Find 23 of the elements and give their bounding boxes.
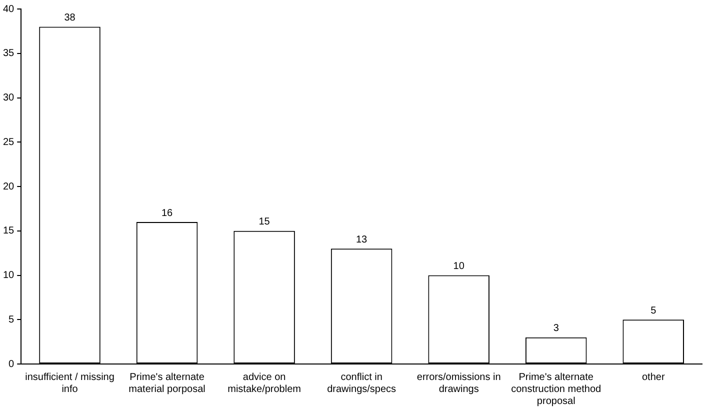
- x-tick-label: conflict in drawings/specs: [327, 372, 396, 395]
- data-label: 16: [161, 208, 174, 219]
- data-label: 15: [258, 216, 270, 228]
- y-tick-label: 10: [3, 270, 15, 281]
- data-label: 38: [64, 12, 76, 24]
- x-tick-label: advice on mistake/problem: [228, 372, 301, 395]
- y-tick-label: 35: [3, 48, 15, 60]
- x-tick-label: other: [642, 372, 666, 383]
- y-tick-label: 15: [3, 226, 15, 237]
- data-label: 3: [553, 323, 560, 334]
- y-tick-label: 40: [3, 4, 15, 15]
- x-tick-label: errors/omissions in drawings: [416, 372, 501, 395]
- y-tick-label: 5: [8, 314, 15, 326]
- x-tick-label: insufficient / missing info: [25, 372, 114, 395]
- y-tick-label: 0: [8, 358, 15, 370]
- data-label: 13: [356, 234, 368, 246]
- x-tick-label: Prime's alternate construction method proposal: [511, 372, 602, 407]
- y-tick-label: 30: [3, 92, 15, 104]
- y-tick-label: 20: [3, 181, 15, 192]
- data-label: 5: [650, 305, 657, 316]
- y-tick-label: 25: [3, 136, 15, 148]
- x-tick-label: Prime's alternate material porposal: [128, 372, 206, 395]
- data-label: 10: [453, 261, 465, 272]
